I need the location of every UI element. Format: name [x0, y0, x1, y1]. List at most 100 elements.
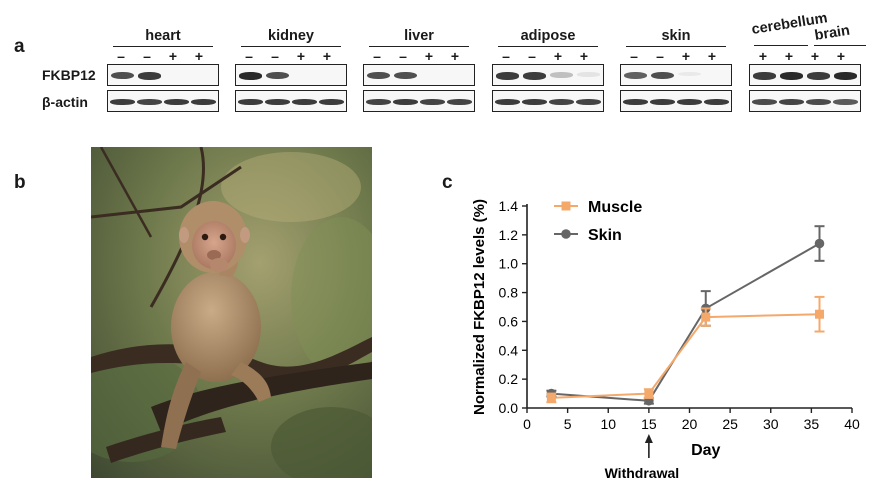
fkbp12-blot	[107, 64, 219, 86]
y-tick-label: 0.4	[499, 342, 519, 358]
cerebellum-underline	[754, 45, 808, 46]
tissue-label: liver	[404, 28, 434, 44]
x-tick-label: 5	[564, 416, 572, 432]
data-point-skin	[814, 238, 825, 249]
actin-blot	[235, 90, 347, 112]
actin-blot	[620, 90, 732, 112]
series-line-skin	[551, 242, 820, 402]
actin-band	[576, 99, 601, 105]
treatment-sign: +	[322, 48, 332, 64]
treatment-sign: +	[194, 48, 204, 64]
data-point-muscle	[644, 389, 654, 399]
actin-blot	[492, 90, 604, 112]
treatment-sign: +	[296, 48, 306, 64]
treatment-sign: +	[810, 48, 820, 64]
actin-band	[238, 99, 263, 105]
panel-label-c: c	[442, 172, 453, 193]
fkbp12-band	[111, 72, 134, 80]
treatment-sign: –	[143, 48, 151, 64]
treatment-sign: –	[528, 48, 536, 64]
y-tick-label: 1.4	[499, 198, 519, 214]
actin-blot	[107, 90, 219, 112]
treatment-signs: – – + +	[363, 48, 475, 64]
actin-band	[752, 99, 777, 105]
y-tick-label: 1.0	[499, 256, 519, 272]
actin-band	[704, 99, 729, 105]
x-tick-label: 25	[722, 416, 738, 432]
x-tick-label: 10	[600, 416, 616, 432]
treatment-sign: +	[707, 48, 717, 64]
chart-svg: 0 5 10 15 20 25 30 35 40 0.0 0.2 0.4 0.6 0.8 1.0 1.2 1.4…	[471, 198, 860, 481]
withdrawal-arrow-head	[644, 434, 653, 443]
treatment-sign: –	[399, 48, 407, 64]
tissue-label: skin	[661, 28, 691, 44]
fkbp12-blot	[749, 64, 861, 86]
blot-group-liver: liver – – + +	[363, 28, 475, 114]
blot-group-heart: heart – – + +	[107, 28, 219, 114]
tissue-underline	[241, 46, 341, 47]
data-point-muscle	[546, 393, 556, 403]
brain-underline	[814, 45, 866, 46]
actin-blot	[363, 90, 475, 112]
treatment-sign: +	[168, 48, 178, 64]
tissue-label: adipose	[520, 28, 576, 44]
fkbp12-band	[496, 72, 519, 80]
treatment-sign: +	[784, 48, 794, 64]
panel-label-a: a	[14, 36, 25, 57]
data-point-muscle	[815, 309, 824, 319]
x-tick-label: 30	[763, 416, 779, 432]
treatment-signs: – – + +	[235, 48, 347, 64]
series-line-muscle	[551, 313, 820, 399]
treatment-sign: +	[553, 48, 563, 64]
treatment-sign: –	[656, 48, 664, 64]
legend-marker-muscle	[561, 201, 571, 211]
blot-group-adipose: adipose – – + +	[492, 28, 604, 114]
tissue-underline	[113, 46, 213, 47]
fkbp12-band	[138, 72, 161, 80]
tissue-label: heart	[145, 28, 181, 44]
actin-band	[549, 99, 574, 105]
fkbp12-band	[780, 72, 803, 80]
x-tick-label: 15	[641, 416, 657, 432]
fkbp12-band	[678, 72, 701, 77]
y-tick-label: 0.0	[499, 400, 519, 416]
x-tick-label: 35	[804, 416, 820, 432]
actin-band	[420, 99, 445, 105]
actin-band	[833, 99, 858, 105]
treatment-sign: +	[579, 48, 589, 64]
fkbp12-band	[753, 72, 776, 80]
actin-band	[191, 99, 216, 105]
treatment-sign: –	[271, 48, 279, 64]
actin-band	[447, 99, 472, 105]
actin-band	[366, 99, 391, 105]
fkbp12-band	[807, 72, 830, 80]
y-tick-label: 0.8	[499, 285, 519, 301]
fkbp12-band	[651, 72, 674, 80]
fkbp12-band	[834, 72, 857, 80]
treatment-signs: + + + +	[749, 48, 861, 64]
actin-band	[393, 99, 418, 105]
treatment-sign: +	[681, 48, 691, 64]
fkbp12-band	[394, 72, 417, 80]
monkey-photo	[91, 147, 372, 478]
y-tick-label: 0.6	[499, 313, 519, 329]
actin-band	[164, 99, 189, 105]
fkbp12-blot	[492, 64, 604, 86]
actin-band	[265, 99, 290, 105]
withdrawal-label: Withdrawal	[605, 465, 680, 481]
fkbp12-row-label: FKBP12	[42, 67, 96, 83]
legend-label-skin: Skin	[588, 227, 622, 244]
actin-band	[779, 99, 804, 105]
actin-band	[806, 99, 831, 105]
monkey-face	[192, 221, 236, 269]
treatment-signs: – – + +	[107, 48, 219, 64]
actin-band	[650, 99, 675, 105]
x-tick-label: 0	[523, 416, 531, 432]
x-tick-label: 20	[682, 416, 698, 432]
actin-band	[623, 99, 648, 105]
actin-band	[137, 99, 162, 105]
treatment-sign: –	[373, 48, 381, 64]
fkbp12-line-chart: 0 5 10 15 20 25 30 35 40 0.0 0.2 0.4 0.6 0.8 1.0 1.2 1.4…	[470, 172, 890, 484]
legend-marker-skin	[561, 229, 571, 239]
blot-group-kidney: kidney – – + +	[235, 28, 347, 114]
